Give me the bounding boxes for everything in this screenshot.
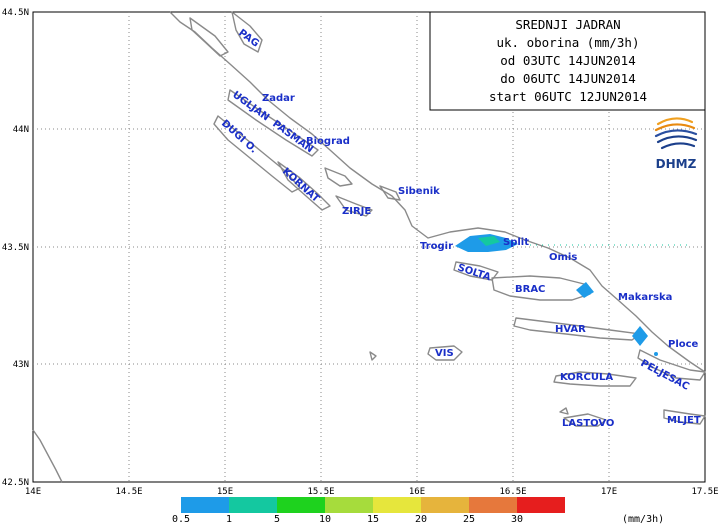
place-label-zadar: Zadar (262, 93, 295, 104)
x-tick-labels: 14E 14.5E 15E 15.5E 16E 16.5E 17E 17.5E (25, 487, 719, 497)
legend-tick-label: 20 (415, 514, 427, 525)
precipitation-areas (455, 234, 658, 356)
y-tick-label: 43.5N (2, 243, 29, 253)
legend-swatch (325, 497, 373, 513)
y-tick-label: 43N (13, 360, 29, 370)
title-line-region: SREDNJI JADRAN (515, 17, 620, 32)
y-tick-label: 44.5N (2, 8, 29, 18)
legend-tick-label: 25 (463, 514, 475, 525)
legend-swatches (181, 497, 565, 513)
title-line-from: od 03UTC 14JUN2014 (500, 53, 635, 68)
legend-swatch (277, 497, 325, 513)
place-label-ploce: Ploce (668, 339, 699, 350)
x-tick-label: 15E (217, 487, 233, 497)
rain-area-makarska (576, 282, 594, 298)
legend-tick-label: 1 (226, 514, 232, 525)
dhmz-logo-icon (654, 117, 698, 150)
place-label-lastovo: LASTOVO (562, 418, 614, 429)
place-label-korcula: KORCULA (560, 372, 613, 383)
coastline (32, 11, 706, 483)
x-tick-label: 17E (601, 487, 617, 497)
legend-swatch (181, 497, 229, 513)
rain-area-split-core (478, 236, 500, 246)
x-tick-label: 16.5E (499, 487, 526, 497)
gridlines (33, 12, 705, 482)
x-tick-label: 17.5E (691, 487, 718, 497)
place-label-omis: Omis (549, 252, 577, 263)
legend-swatch (373, 497, 421, 513)
title-line-start: start 06UTC 12JUN2014 (489, 89, 647, 104)
legend-swatch (421, 497, 469, 513)
place-label-biograd: Biograd (306, 136, 350, 147)
place-label-mljet: MLJET (667, 415, 701, 426)
x-tick-label: 16E (409, 487, 425, 497)
place-label-hvar: HVAR (555, 324, 586, 335)
place-label-zirje: ZIRJE (342, 206, 371, 217)
y-tick-label: 42.5N (2, 478, 29, 488)
y-tick-labels: 44.5N 44N 43.5N 43N 42.5N (2, 8, 29, 488)
title-line-to: do 06UTC 14JUN2014 (500, 71, 635, 86)
legend-tick-label: 30 (511, 514, 523, 525)
title-box: SREDNJI JADRAN uk. oborina (mm/3h) od 03… (429, 11, 706, 111)
place-label-brac: BRAC (515, 284, 545, 295)
mainland-coast (169, 11, 706, 373)
place-label-vis: VIS (435, 348, 454, 359)
legend-swatch (229, 497, 277, 513)
place-label-makarska: Makarska (618, 292, 672, 303)
dhmz-logo-text: DHMZ (656, 157, 697, 171)
place-label-sibenik: Sibenik (398, 186, 440, 197)
y-tick-label: 44N (13, 125, 29, 135)
dhmz-logo: DHMZ (654, 117, 698, 171)
legend: 0.5 1 5 10 15 20 25 30 (mm/3h) (172, 497, 664, 525)
place-label-split: Split (503, 237, 529, 248)
legend-swatch (517, 497, 565, 513)
place-label-trogir: Trogir (420, 241, 453, 252)
legend-tick-label: 5 (274, 514, 280, 525)
legend-labels: 0.5 1 5 10 15 20 25 30 (172, 514, 523, 525)
rain-area-hvar (632, 326, 648, 346)
title-line-variable: uk. oborina (mm/3h) (497, 35, 640, 50)
rain-area-ploce (654, 352, 658, 356)
legend-tick-label: 10 (319, 514, 331, 525)
x-tick-label: 14E (25, 487, 41, 497)
legend-unit: (mm/3h) (622, 514, 664, 525)
x-tick-label: 14.5E (115, 487, 142, 497)
legend-tick-label: 15 (367, 514, 379, 525)
x-tick-label: 15.5E (307, 487, 334, 497)
legend-tick-label: 0.5 (172, 514, 190, 525)
legend-swatch (469, 497, 517, 513)
